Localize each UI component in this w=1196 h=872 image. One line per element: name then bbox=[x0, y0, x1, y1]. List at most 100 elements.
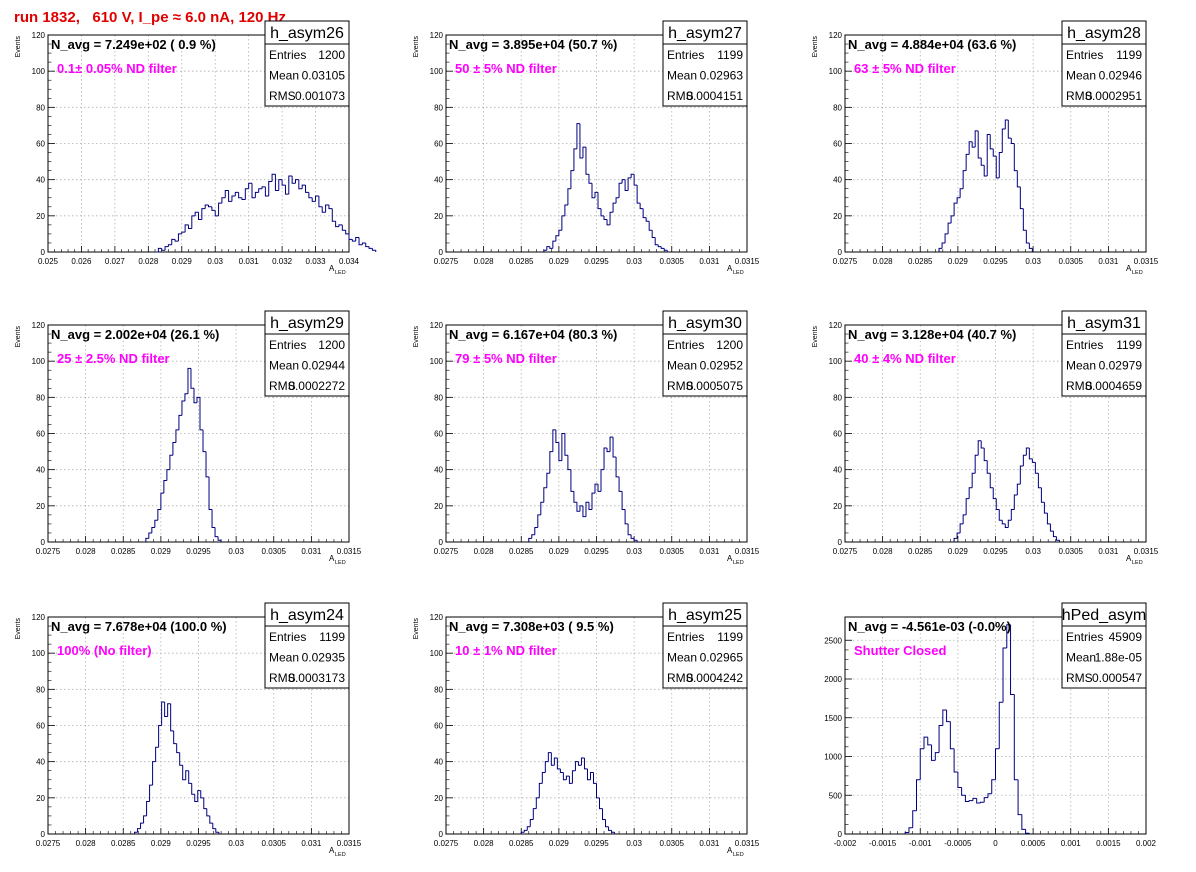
histogram-bin bbox=[177, 233, 182, 242]
histogram-bin bbox=[602, 808, 606, 821]
y-tick-label: 80 bbox=[434, 393, 443, 402]
y-tick-label: 60 bbox=[36, 722, 45, 731]
histogram-bin bbox=[194, 211, 199, 216]
histogram-bin bbox=[540, 501, 544, 515]
stats-value: 0.0002951 bbox=[1085, 89, 1142, 103]
histogram-bin bbox=[1034, 462, 1039, 474]
histogram-bin bbox=[603, 215, 608, 220]
histogram-bin bbox=[331, 208, 336, 222]
histogram-bin bbox=[194, 794, 198, 802]
x-tick-label: 0.0295 bbox=[584, 257, 609, 266]
histogram-bin bbox=[170, 703, 174, 732]
histogram-bin bbox=[181, 231, 186, 234]
stats-value: 0.02946 bbox=[1099, 69, 1143, 83]
x-tick-label: 0.0275 bbox=[833, 547, 858, 556]
histogram-panel-h_asym30: 0.0275 0.028 0.0285 0.029 0.0295 0.03 0.0305 0.… bbox=[413, 310, 760, 566]
histogram-bin bbox=[1022, 454, 1027, 467]
filter-annotation: 79 ± 5% ND filter bbox=[455, 351, 557, 366]
histogram-bin bbox=[217, 536, 222, 541]
y-tick-label: 60 bbox=[434, 430, 443, 439]
histogram-bin bbox=[582, 505, 586, 518]
histogram-bin bbox=[600, 208, 605, 217]
stats-value: 1199 bbox=[1116, 338, 1142, 352]
x-tick-label: 0.028 bbox=[76, 839, 97, 848]
histogram-bin bbox=[995, 748, 1000, 780]
stats-label: RMS bbox=[667, 671, 694, 685]
histogram-bin bbox=[224, 190, 229, 198]
x-tick-label: 0.031 bbox=[699, 257, 720, 266]
stats-label: RMS bbox=[269, 671, 296, 685]
histogram-bin bbox=[164, 246, 169, 251]
histogram-bin bbox=[208, 476, 213, 510]
histogram-bin bbox=[624, 179, 629, 192]
x-tick-label: 0.0305 bbox=[262, 547, 287, 556]
histogram-bin bbox=[202, 429, 207, 453]
x-tick-label: 0.029 bbox=[549, 839, 570, 848]
y-tick-label: 100 bbox=[32, 67, 46, 76]
x-tick-label: 0.0315 bbox=[337, 839, 362, 848]
y-tick-label: 2500 bbox=[824, 636, 842, 645]
x-axis-label: A bbox=[727, 554, 733, 563]
histogram-panel-h_asym31: 0.0275 0.028 0.0285 0.029 0.0295 0.03 0.0305 0.… bbox=[812, 310, 1159, 566]
stats-box bbox=[264, 333, 350, 397]
y-tick-label: 120 bbox=[430, 613, 444, 622]
histogram-bin bbox=[1046, 513, 1051, 525]
histogram-bin bbox=[368, 246, 373, 249]
histogram-bin bbox=[1021, 814, 1026, 830]
x-axis-label: A bbox=[1126, 554, 1132, 563]
histogram-bin bbox=[567, 188, 571, 205]
histogram-bin bbox=[964, 795, 970, 802]
stats-label: Entries bbox=[667, 338, 704, 352]
histogram-bin bbox=[957, 772, 962, 788]
histogram-bin bbox=[562, 772, 567, 781]
x-tick-label: 0.0305 bbox=[660, 257, 685, 266]
histogram-bin bbox=[325, 204, 329, 213]
histogram-bin bbox=[980, 157, 985, 166]
histogram-bin bbox=[580, 757, 585, 766]
histogram-bin bbox=[191, 215, 196, 229]
histogram-bin bbox=[201, 208, 206, 220]
histogram-bin bbox=[556, 758, 561, 770]
histogram-bin bbox=[181, 400, 185, 416]
histogram-bin bbox=[579, 505, 583, 512]
x-tick-label: 0.0285 bbox=[908, 547, 933, 556]
stats-label: Mean bbox=[269, 651, 299, 665]
stats-label: Mean bbox=[667, 359, 697, 373]
histogram-bin bbox=[624, 509, 629, 525]
histogram-bin bbox=[541, 772, 546, 784]
y-axis-label: Events bbox=[413, 618, 420, 640]
y-tick-label: 20 bbox=[36, 794, 45, 803]
histogram-bin bbox=[199, 397, 204, 431]
x-tick-label: 0.031 bbox=[1098, 547, 1119, 556]
stats-value: 0.001073 bbox=[295, 89, 345, 103]
x-tick-label: 0.028 bbox=[873, 547, 894, 556]
x-tick-label: 0.03 bbox=[228, 547, 244, 556]
histogram-bin bbox=[166, 469, 170, 481]
x-tick-label: 0.03 bbox=[626, 257, 642, 266]
stats-box bbox=[1061, 43, 1147, 107]
histogram-bin bbox=[618, 182, 623, 198]
histogram-bin bbox=[534, 527, 538, 535]
x-tick-label: 0.0315 bbox=[1134, 547, 1159, 556]
y-tick-label: 100 bbox=[430, 357, 444, 366]
y-tick-label: 100 bbox=[32, 649, 46, 658]
histogram-bin bbox=[185, 770, 189, 780]
histogram-bin bbox=[179, 752, 183, 766]
histogram-bin bbox=[178, 414, 182, 430]
histogram-bin bbox=[949, 721, 955, 750]
histogram-bin bbox=[1028, 447, 1033, 460]
histogram-bin bbox=[348, 233, 353, 240]
histogram-bin bbox=[1037, 473, 1042, 489]
histogram-bin bbox=[311, 197, 316, 202]
histogram-bin bbox=[998, 509, 1003, 521]
histogram-bin bbox=[196, 396, 200, 403]
histogram-bin bbox=[579, 123, 583, 159]
histogram-bin bbox=[585, 147, 589, 175]
x-tick-label: 0.0295 bbox=[186, 547, 211, 556]
x-tick-label: 0.0315 bbox=[735, 839, 760, 848]
histogram-bin bbox=[956, 197, 961, 204]
y-tick-label: 100 bbox=[430, 67, 444, 76]
histogram-bin bbox=[648, 221, 653, 231]
histogram-bin bbox=[582, 146, 586, 158]
histogram-bin bbox=[538, 782, 543, 798]
